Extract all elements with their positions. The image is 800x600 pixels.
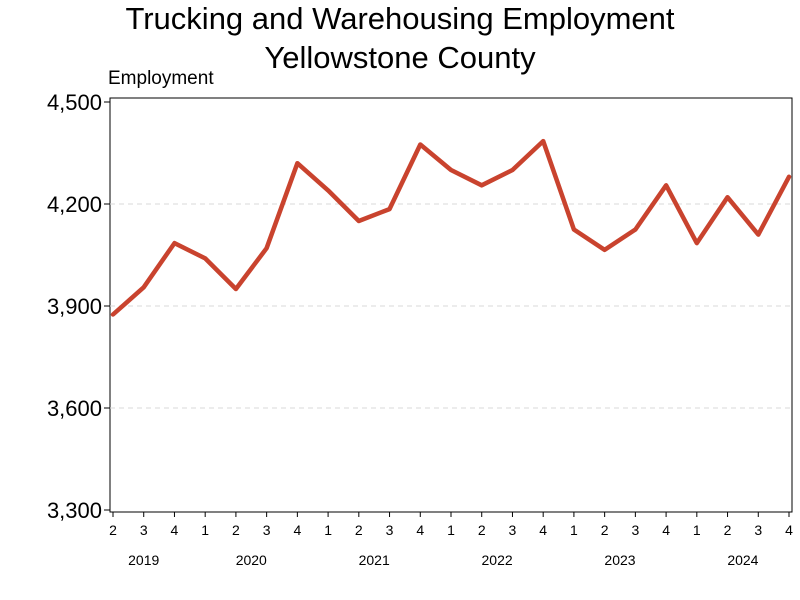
data-point — [235, 288, 237, 290]
x-tick-label: 1 — [693, 522, 701, 538]
data-point — [542, 140, 544, 142]
x-tick-label: 4 — [171, 522, 179, 538]
data-point — [757, 233, 760, 236]
y-tick-label: 4,500 — [47, 90, 102, 115]
data-point — [265, 247, 268, 249]
data-point — [173, 242, 176, 244]
x-tick-label: 1 — [447, 522, 455, 538]
x-tick-label: 4 — [539, 522, 547, 538]
data-point — [480, 184, 483, 187]
data-point — [634, 228, 637, 231]
year-label: 2019 — [128, 552, 159, 568]
y-tick-label: 3,300 — [47, 498, 102, 523]
y-tick-label: 3,600 — [47, 396, 102, 421]
year-label: 2022 — [482, 552, 513, 568]
data-point — [450, 169, 452, 171]
data-point — [327, 189, 329, 192]
x-tick-label: 3 — [754, 522, 762, 538]
data-point — [296, 162, 299, 164]
year-label: 2021 — [359, 552, 390, 568]
year-label: 2023 — [604, 552, 635, 568]
x-tick-label: 2 — [109, 522, 117, 538]
data-point — [696, 242, 698, 244]
x-tick-label: 3 — [140, 522, 148, 538]
x-tick-label: 4 — [662, 522, 670, 538]
x-tick-label: 1 — [324, 522, 332, 538]
x-tick-label: 1 — [570, 522, 578, 538]
x-tick-label: 1 — [201, 522, 209, 538]
data-point — [603, 249, 606, 251]
data-point — [511, 169, 514, 171]
data-point — [388, 208, 391, 210]
year-label: 2020 — [236, 552, 267, 568]
x-tick-label: 2 — [724, 522, 732, 538]
x-tick-label: 4 — [416, 522, 424, 538]
x-tick-label: 2 — [355, 522, 363, 538]
data-point — [142, 286, 145, 289]
year-label: 2024 — [727, 552, 758, 568]
x-tick-label: 4 — [293, 522, 301, 538]
x-tick-label: 3 — [509, 522, 517, 538]
chart-subtitle: Yellowstone County — [264, 40, 536, 75]
y-tick-label: 3,900 — [47, 294, 102, 319]
y-tick-label: 4,200 — [47, 192, 102, 217]
x-tick-label: 3 — [386, 522, 394, 538]
plot-frame — [109, 97, 793, 513]
data-point — [665, 184, 667, 187]
x-tick-label: 2 — [478, 522, 486, 538]
data-point — [112, 313, 114, 316]
data-point — [573, 228, 575, 231]
y-axis-label: Employment — [108, 68, 214, 89]
chart-title: Trucking and Warehousing Employment — [125, 1, 675, 36]
x-tick-label: 3 — [263, 522, 271, 538]
series-line — [110, 138, 792, 317]
x-tick-label: 2 — [601, 522, 609, 538]
data-point — [788, 176, 790, 178]
x-tick-label: 4 — [785, 522, 793, 538]
data-point — [204, 257, 206, 260]
data-point — [726, 196, 729, 198]
data-point — [358, 220, 360, 222]
x-tick-label: 3 — [631, 522, 639, 538]
data-point — [419, 143, 422, 146]
x-tick-label: 2 — [232, 522, 240, 538]
